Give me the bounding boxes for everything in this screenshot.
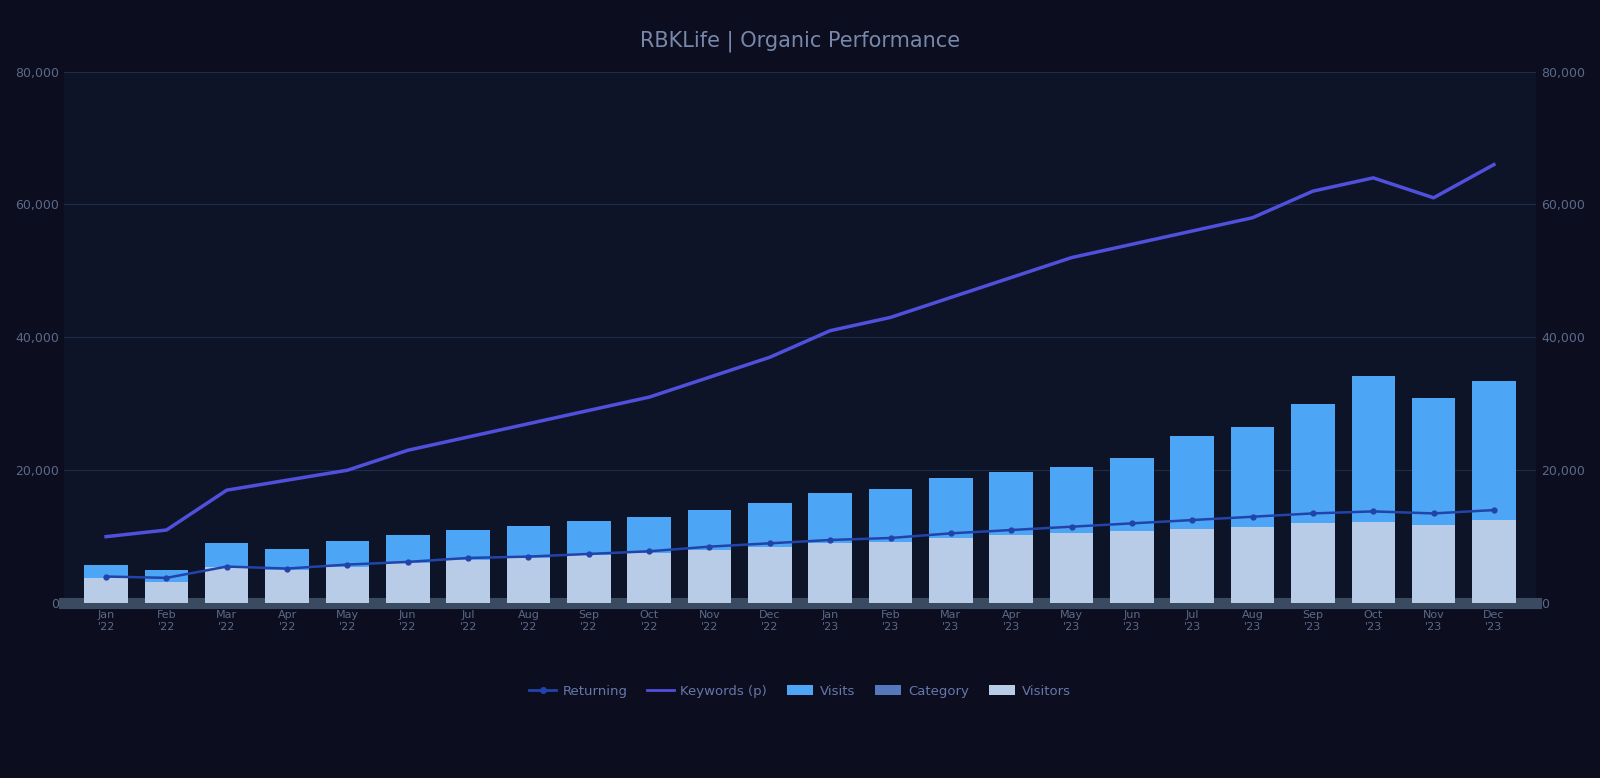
Bar bbox=[144, 569, 189, 582]
Bar bbox=[1050, 534, 1093, 603]
Bar bbox=[205, 543, 248, 566]
Bar bbox=[1230, 527, 1274, 603]
Bar bbox=[808, 543, 851, 603]
Bar bbox=[1352, 522, 1395, 603]
Bar bbox=[749, 503, 792, 547]
Bar bbox=[1110, 458, 1154, 531]
Bar bbox=[85, 565, 128, 578]
Bar bbox=[688, 510, 731, 550]
Bar bbox=[1472, 380, 1515, 520]
Bar bbox=[869, 489, 912, 542]
Bar bbox=[930, 478, 973, 538]
Bar bbox=[989, 472, 1034, 535]
Bar bbox=[205, 566, 248, 603]
Bar bbox=[1472, 520, 1515, 603]
Bar bbox=[85, 578, 128, 603]
Bar bbox=[688, 550, 731, 603]
Bar bbox=[386, 535, 429, 563]
Bar bbox=[989, 535, 1034, 603]
Bar bbox=[627, 517, 670, 553]
Title: RBKLife | Organic Performance: RBKLife | Organic Performance bbox=[640, 30, 960, 52]
Bar bbox=[1110, 531, 1154, 603]
Bar bbox=[1291, 404, 1334, 524]
Bar bbox=[1411, 398, 1456, 524]
Bar bbox=[507, 526, 550, 558]
Bar bbox=[1352, 376, 1395, 522]
Bar bbox=[446, 560, 490, 603]
Bar bbox=[386, 563, 429, 603]
Bar bbox=[749, 547, 792, 603]
Bar bbox=[144, 582, 189, 603]
Legend: Returning, Keywords (p), Visits, Category, Visitors: Returning, Keywords (p), Visits, Categor… bbox=[525, 679, 1075, 703]
Bar bbox=[566, 520, 611, 555]
Bar bbox=[869, 542, 912, 603]
Bar bbox=[1171, 529, 1214, 603]
Bar bbox=[326, 566, 370, 603]
Bar bbox=[1230, 427, 1274, 527]
Bar bbox=[627, 553, 670, 603]
Bar bbox=[1050, 467, 1093, 534]
Bar bbox=[266, 548, 309, 569]
Bar bbox=[266, 569, 309, 603]
Bar bbox=[808, 493, 851, 543]
Bar bbox=[326, 541, 370, 566]
Bar bbox=[507, 558, 550, 603]
Bar bbox=[930, 538, 973, 603]
Bar bbox=[1291, 524, 1334, 603]
Bar bbox=[566, 555, 611, 603]
Bar bbox=[1411, 524, 1456, 603]
Bar bbox=[1171, 436, 1214, 529]
Bar bbox=[446, 530, 490, 560]
